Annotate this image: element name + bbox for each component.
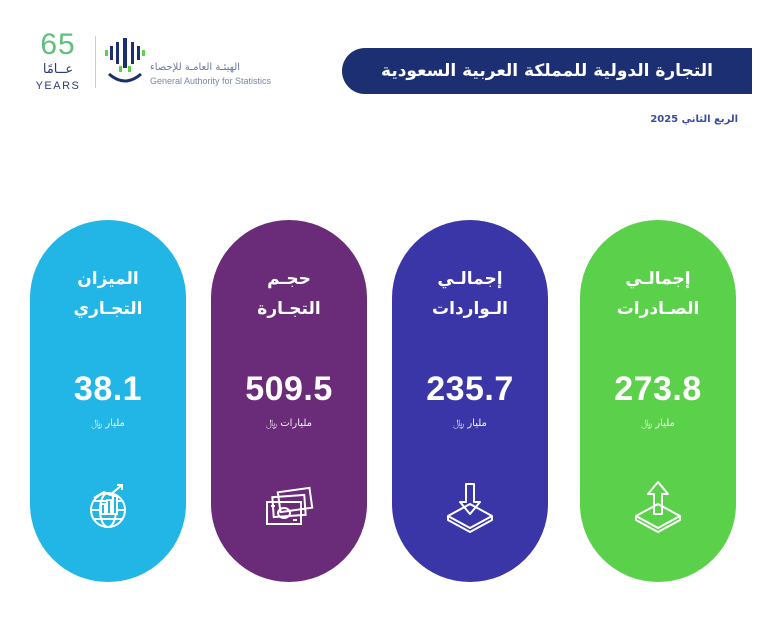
gastat-logo-icon [105, 38, 145, 83]
anniversary-number: 65 [40, 28, 76, 61]
card-label-line1: الميزان [77, 269, 139, 289]
period-label: الربع الثاني 2025 [650, 114, 738, 125]
card-label-line2: الـواردات [432, 299, 508, 319]
page-title: التجارة الدولية للمملكة العربية السعودية [381, 61, 713, 81]
export-arrow-icon [635, 481, 681, 533]
import-arrow-icon [447, 483, 493, 533]
anniversary-label-en: YEARS [35, 80, 81, 92]
anniversary-label-ar: عــامًا [42, 62, 74, 77]
card-value: 273.8 [614, 370, 702, 408]
imports-card: إجمالـي الـواردات 235.7 مليار ﷼ [392, 220, 548, 582]
org-name-ar: الهيئـة العامـة للإحصاء [150, 62, 241, 73]
card-label-line2: التجـاري [73, 299, 143, 319]
card-label: الميزان التجـاري [30, 264, 186, 324]
card-label-line1: إجمالـي [437, 269, 503, 289]
cash-icon [266, 486, 314, 525]
logo-divider [95, 36, 96, 88]
card-label: إجمالـي الـواردات [392, 264, 548, 324]
exports-card: إجمالـي الصـادرات 273.8 مليار ﷼ [580, 220, 736, 582]
card-label-line1: حجـم [267, 269, 311, 289]
card-label-line2: الصـادرات [616, 299, 700, 319]
org-name-en: General Authority for Statistics [150, 76, 272, 86]
card-value: 509.5 [245, 370, 333, 408]
globe-growth-icon [90, 484, 126, 528]
card-label-line2: التجـارة [257, 299, 321, 319]
card-value: 38.1 [73, 370, 143, 408]
trade-volume-card: حجـم التجـارة 509.5 مليارات ﷼ [211, 220, 367, 582]
card-label: حجـم التجـارة [211, 264, 367, 324]
card-unit: مليار ﷼ [641, 418, 675, 429]
card-label: إجمالـي الصـادرات [580, 264, 736, 324]
trade-balance-card: الميزان التجـاري 38.1 مليار ﷼ [30, 220, 186, 582]
title-banner: التجارة الدولية للمملكة العربية السعودية [342, 48, 752, 94]
anniversary-logo: 65 عــامًا YEARS [30, 28, 86, 96]
card-unit: مليار ﷼ [453, 418, 487, 429]
card-label-line1: إجمالـي [625, 269, 691, 289]
card-unit: مليارات ﷼ [265, 418, 312, 429]
card-unit: مليار ﷼ [91, 418, 125, 429]
card-value: 235.7 [426, 370, 514, 408]
